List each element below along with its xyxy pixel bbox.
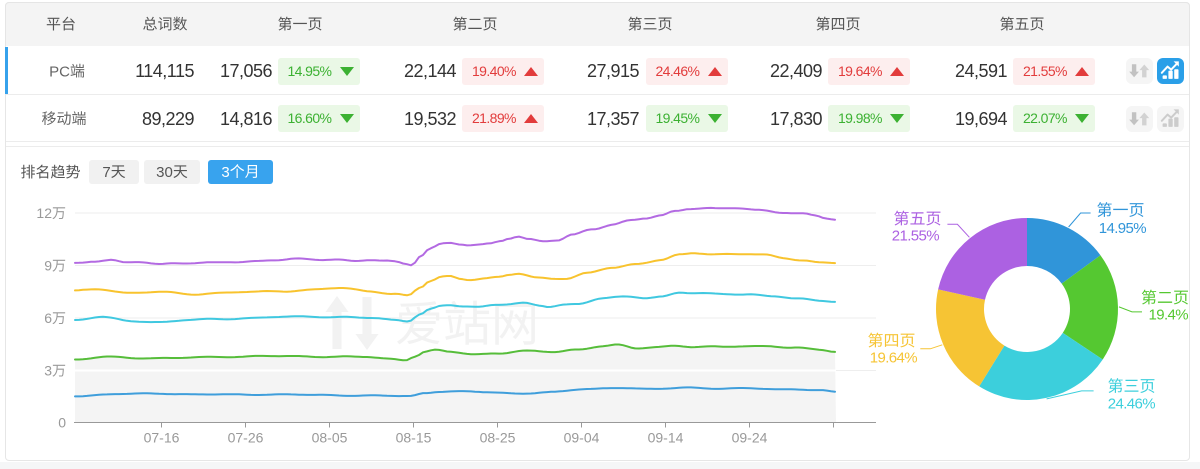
- svg-text:08-15: 08-15: [396, 430, 432, 446]
- svg-text:0: 0: [58, 415, 66, 431]
- svg-text:08-05: 08-05: [312, 430, 348, 446]
- svg-text:08-25: 08-25: [480, 430, 516, 446]
- svg-text:19.4%: 19.4%: [1148, 307, 1188, 324]
- svg-text:14.95%: 14.95%: [1099, 220, 1147, 237]
- svg-text:3: 3: [221, 164, 229, 181]
- svg-text:PC: PC: [49, 63, 70, 80]
- svg-text:07-26: 07-26: [228, 430, 264, 446]
- svg-text:7: 7: [102, 164, 110, 181]
- svg-text:24.46%: 24.46%: [1108, 396, 1156, 413]
- svg-text:6: 6: [44, 310, 52, 326]
- svg-text:21.55%: 21.55%: [892, 228, 940, 245]
- svg-text:09-24: 09-24: [732, 430, 768, 446]
- svg-text:12: 12: [36, 205, 52, 221]
- svg-text:09-04: 09-04: [564, 430, 600, 446]
- svg-text:30: 30: [156, 164, 173, 181]
- svg-text:9: 9: [44, 258, 52, 274]
- svg-text:19.64%: 19.64%: [870, 350, 918, 367]
- svg-text:07-16: 07-16: [144, 430, 180, 446]
- svg-text:3: 3: [44, 363, 52, 379]
- svg-text:09-14: 09-14: [648, 430, 684, 446]
